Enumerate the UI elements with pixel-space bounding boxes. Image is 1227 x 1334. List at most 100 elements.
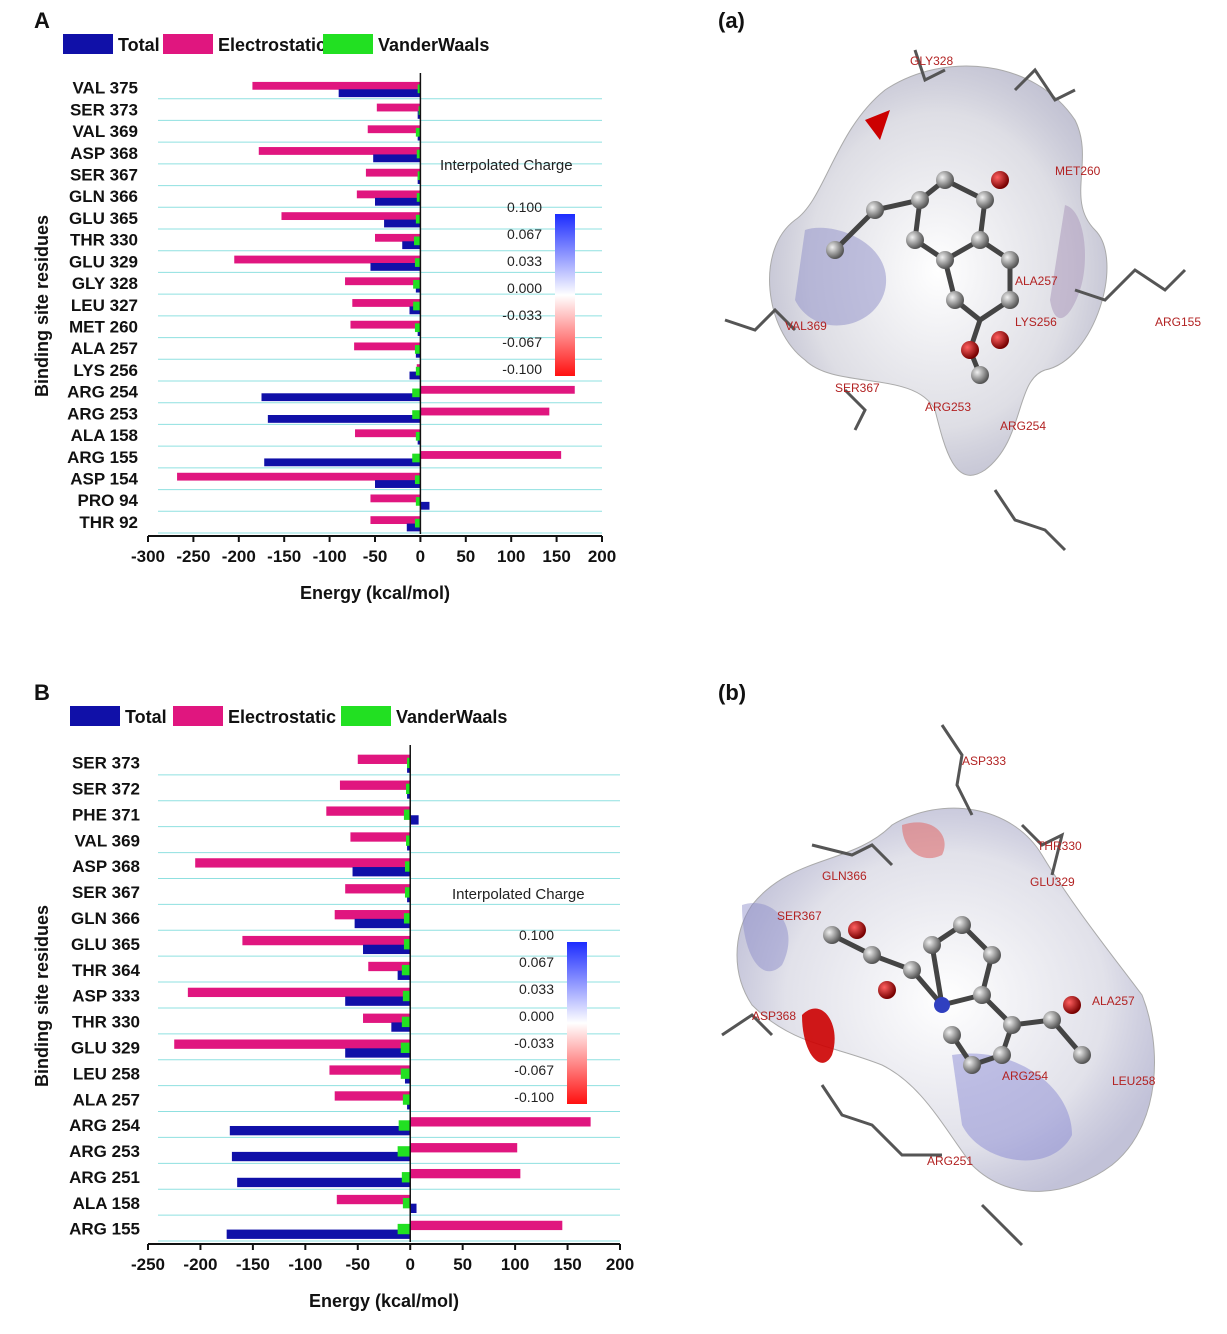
residue-label: VAL 369 [72,122,138,141]
bar-vdw [397,1223,411,1235]
bar-total [226,1229,411,1239]
bar-vdw [401,1172,411,1183]
bar-electrostatic [174,1039,411,1049]
bar-electrostatic [334,910,411,920]
charge-tick-label: 0.033 [507,253,542,269]
x-tick-label: -100 [313,547,347,566]
bar-total [264,458,421,467]
charge-tick-label: -0.033 [502,307,542,323]
residue-label: PRO 94 [78,491,139,510]
mol-label-b: ASP368 [752,1009,796,1023]
residue-label: THR 330 [70,231,138,250]
bar-vdw [397,1146,411,1157]
bar-total [375,480,421,488]
bar-total [406,523,421,532]
bar-electrostatic [363,1013,411,1023]
residue-label: ALA 257 [71,339,138,358]
bar-vdw [416,149,421,159]
x-tick-label: 0 [405,1255,414,1274]
mol-label-b: ARG254 [1002,1069,1048,1083]
charge-tick-label: -0.100 [514,1089,554,1105]
bar-vdw [407,757,411,769]
bar-total [345,1048,411,1058]
mol-label-a: LYS256 [1015,315,1057,329]
charge-tick-label: -0.100 [502,361,542,377]
bar-vdw [401,1016,411,1028]
bar-vdw [414,345,421,354]
bar-vdw [418,106,421,115]
bar-vdw [416,193,421,202]
bar-vdw [404,861,411,872]
mol-label-a: GLY328 [910,54,953,68]
residue-label: THR 330 [72,1013,140,1032]
bar-total [363,944,411,955]
x-tick-label: -250 [176,547,210,566]
bar-vdw [415,127,421,137]
x-axis-title: Energy (kcal/mol) [309,1291,459,1311]
bar-vdw [403,939,411,950]
bar-total [231,1151,411,1162]
bar-total [410,815,419,825]
mol-label-b: GLU329 [1030,875,1075,889]
residue-label: ASP 368 [70,144,138,163]
residue-label: THR 92 [79,513,138,532]
legend-label-electrostatic: Electrostatic [218,35,326,55]
bar-electrostatic [352,299,421,307]
x-tick-label: 100 [497,547,525,566]
legend-swatch-electrostatic [163,34,213,54]
residue-label: LEU 258 [73,1064,140,1083]
bar-vdw [415,366,421,376]
bar-electrostatic [354,342,421,351]
legend-label-total: Total [118,35,160,55]
charge-tick-label: -0.033 [514,1035,554,1051]
bar-electrostatic [329,1065,411,1075]
residue-label: MET 260 [69,317,138,336]
bar-total [410,1203,417,1213]
x-tick-label: 50 [453,1255,472,1274]
bar-total [417,111,421,119]
bar-total [407,763,411,773]
legend-swatch-total [63,34,113,54]
residue-label: ASP 368 [72,857,140,876]
bar-vdw [398,1120,411,1131]
bar-vdw [414,323,421,333]
bar-total [261,393,421,402]
residue-label: GLU 365 [71,935,140,954]
legend-label-vdw: VanderWaals [378,35,489,55]
legend-swatch-total [70,706,120,726]
legend-label-vdw: VanderWaals [396,707,507,727]
charge-tick-label: 0.067 [507,226,542,242]
residue-label: GLY 328 [72,274,138,293]
residue-label: PHE 371 [72,805,140,824]
panel-letter-a: (a) [718,8,745,33]
bar-electrostatic [410,1168,521,1179]
x-tick-label: -300 [131,547,165,566]
charge-tick-label: 0.033 [519,981,554,997]
molecular-surface-b: ASP333 THR330 GLU329 GLN366 SER367 ALA25… [721,724,1156,1247]
residue-label: GLN 366 [71,909,140,928]
bar-total [370,263,421,271]
bar-vdw [415,497,421,506]
charge-colorbar [567,942,587,1104]
charge-legend-title: Interpolated Charge [440,157,573,174]
bar-electrostatic [410,1220,563,1231]
bar-electrostatic [420,451,562,459]
legend-label-total: Total [125,707,167,727]
bar-vdw [414,518,421,528]
y-axis-title: Binding site residues [32,215,52,397]
mol-label-a: ARG254 [1000,419,1046,433]
residue-label: GLU 365 [69,209,138,228]
bar-vdw [406,835,411,846]
x-tick-label: 100 [501,1255,529,1274]
panel-letter-b: (b) [718,680,747,705]
bar-total [345,996,411,1006]
residue-label: ASP 333 [72,987,140,1006]
residue-label: SER 373 [70,100,138,119]
bar-electrostatic [356,190,421,199]
residue-label: ARG 254 [67,383,138,402]
charge-tick-label: 0.100 [507,199,542,215]
legend-label-electrostatic: Electrostatic [228,707,336,727]
bar-electrostatic [350,320,421,329]
bar-vdw [400,1042,411,1053]
bar-electrostatic [365,168,421,177]
